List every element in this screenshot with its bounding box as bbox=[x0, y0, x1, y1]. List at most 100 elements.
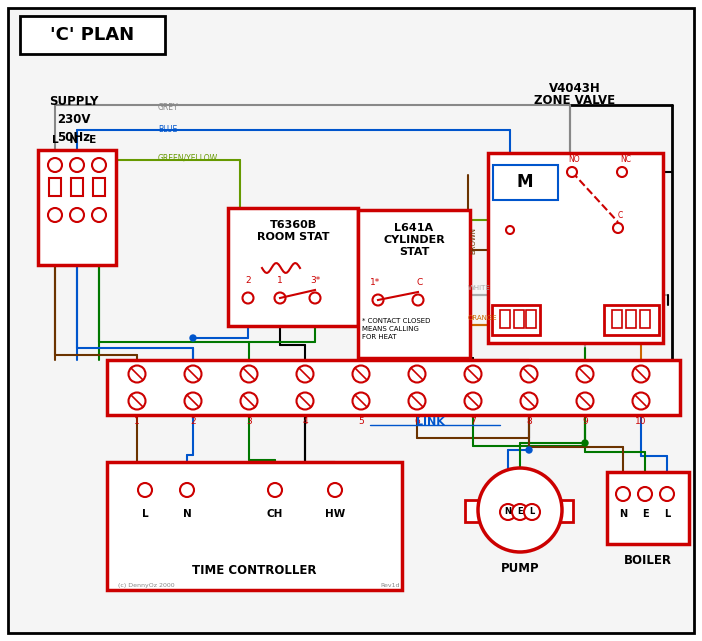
Text: * CONTACT CLOSED
MEANS CALLING
FOR HEAT: * CONTACT CLOSED MEANS CALLING FOR HEAT bbox=[362, 318, 430, 340]
Text: 2: 2 bbox=[245, 276, 251, 285]
Text: 2: 2 bbox=[190, 417, 196, 426]
Text: E: E bbox=[642, 509, 649, 519]
Circle shape bbox=[413, 294, 423, 306]
Text: 1: 1 bbox=[277, 276, 283, 285]
Text: ZONE VALVE: ZONE VALVE bbox=[534, 94, 616, 106]
Circle shape bbox=[633, 392, 649, 410]
Text: BROWN: BROWN bbox=[470, 226, 476, 253]
Circle shape bbox=[613, 223, 623, 233]
Circle shape bbox=[92, 208, 106, 222]
Text: LINK: LINK bbox=[416, 417, 444, 427]
Circle shape bbox=[185, 392, 201, 410]
Bar bbox=[604, 305, 659, 335]
Text: TIME CONTROLLER: TIME CONTROLLER bbox=[192, 563, 316, 576]
Circle shape bbox=[526, 447, 532, 453]
Circle shape bbox=[633, 365, 649, 383]
Text: 3: 3 bbox=[246, 417, 252, 426]
Circle shape bbox=[616, 487, 630, 501]
Circle shape bbox=[328, 483, 342, 497]
Circle shape bbox=[92, 158, 106, 172]
Text: M: M bbox=[517, 173, 534, 191]
Circle shape bbox=[409, 365, 425, 383]
Circle shape bbox=[617, 167, 627, 177]
Bar bbox=[93, 178, 105, 196]
Text: 'C' PLAN: 'C' PLAN bbox=[50, 26, 134, 44]
Circle shape bbox=[506, 226, 514, 234]
Text: SUPPLY
230V
50Hz: SUPPLY 230V 50Hz bbox=[49, 95, 99, 144]
Circle shape bbox=[128, 392, 145, 410]
Text: 1*: 1* bbox=[370, 278, 380, 287]
Circle shape bbox=[48, 208, 62, 222]
Bar bbox=[488, 153, 663, 343]
Text: 6: 6 bbox=[414, 417, 420, 426]
Circle shape bbox=[660, 487, 674, 501]
Circle shape bbox=[352, 365, 369, 383]
Text: 1: 1 bbox=[134, 417, 140, 426]
Circle shape bbox=[567, 167, 577, 177]
Circle shape bbox=[296, 365, 314, 383]
Text: CYLINDER: CYLINDER bbox=[383, 235, 445, 245]
Text: STAT: STAT bbox=[399, 247, 429, 257]
Bar bbox=[626, 310, 636, 328]
Circle shape bbox=[352, 392, 369, 410]
Text: L: L bbox=[142, 509, 148, 519]
Bar bbox=[640, 310, 650, 328]
Text: 8: 8 bbox=[526, 417, 532, 426]
Circle shape bbox=[373, 294, 383, 306]
Circle shape bbox=[512, 504, 528, 520]
Text: HW: HW bbox=[325, 509, 345, 519]
Circle shape bbox=[520, 365, 538, 383]
Text: V4043H: V4043H bbox=[549, 81, 601, 94]
Text: 10: 10 bbox=[635, 417, 647, 426]
Circle shape bbox=[70, 208, 84, 222]
Text: L: L bbox=[664, 509, 670, 519]
Text: N: N bbox=[505, 508, 512, 517]
Bar bbox=[493, 165, 558, 200]
Text: 7: 7 bbox=[470, 417, 476, 426]
Text: PUMP: PUMP bbox=[501, 562, 539, 575]
Circle shape bbox=[576, 392, 593, 410]
Circle shape bbox=[524, 504, 540, 520]
Text: BOILER: BOILER bbox=[624, 554, 672, 567]
Circle shape bbox=[500, 504, 516, 520]
Circle shape bbox=[185, 365, 201, 383]
Circle shape bbox=[582, 440, 588, 446]
Circle shape bbox=[268, 483, 282, 497]
Text: WHITE: WHITE bbox=[468, 285, 491, 291]
Circle shape bbox=[180, 483, 194, 497]
Bar bbox=[20, 16, 165, 54]
Text: CH: CH bbox=[267, 509, 283, 519]
Bar bbox=[526, 310, 536, 328]
Bar bbox=[492, 305, 540, 335]
Text: C: C bbox=[618, 211, 623, 220]
Text: NO: NO bbox=[568, 155, 580, 164]
Circle shape bbox=[138, 483, 152, 497]
Text: NC: NC bbox=[620, 155, 631, 164]
Circle shape bbox=[70, 158, 84, 172]
Text: L641A: L641A bbox=[395, 223, 434, 233]
Bar bbox=[107, 360, 680, 415]
Circle shape bbox=[190, 335, 196, 341]
Text: 9: 9 bbox=[582, 417, 588, 426]
Bar bbox=[38, 150, 116, 265]
Text: 4: 4 bbox=[302, 417, 307, 426]
Bar bbox=[228, 208, 358, 326]
Text: BLUE: BLUE bbox=[158, 126, 177, 135]
Circle shape bbox=[478, 468, 562, 552]
Bar bbox=[358, 210, 470, 358]
Circle shape bbox=[310, 292, 321, 303]
Text: 5: 5 bbox=[358, 417, 364, 426]
Bar bbox=[49, 178, 61, 196]
Text: ORANGE: ORANGE bbox=[468, 315, 498, 321]
Circle shape bbox=[520, 392, 538, 410]
Circle shape bbox=[409, 392, 425, 410]
Circle shape bbox=[48, 158, 62, 172]
Bar bbox=[514, 310, 524, 328]
Circle shape bbox=[465, 392, 482, 410]
Circle shape bbox=[638, 487, 652, 501]
Text: (c) DennyOz 2000: (c) DennyOz 2000 bbox=[118, 583, 175, 588]
Circle shape bbox=[242, 292, 253, 303]
Text: Rev1d: Rev1d bbox=[380, 583, 399, 588]
Text: N: N bbox=[619, 509, 627, 519]
Circle shape bbox=[241, 392, 258, 410]
